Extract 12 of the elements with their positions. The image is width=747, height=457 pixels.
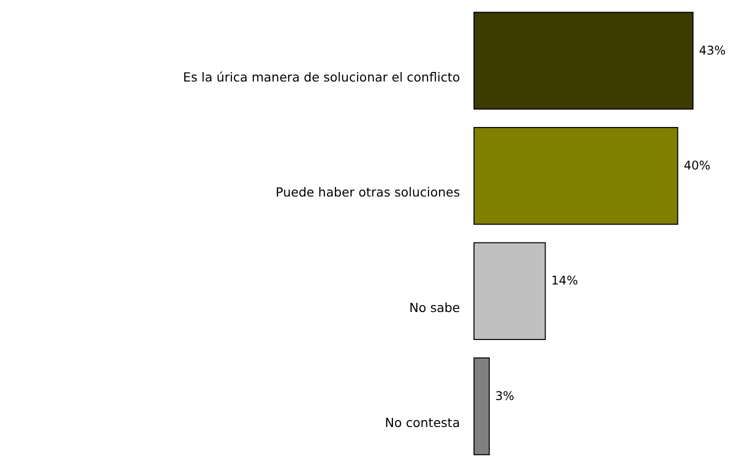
y-tick-label: No sabe [409, 300, 460, 315]
bar [474, 12, 694, 110]
bar [474, 242, 546, 340]
y-tick-label: Es la úrica manera de solucionar el conflicto [183, 70, 460, 85]
data-label: 40% [684, 158, 710, 172]
y-tick-label: Puede haber otras soluciones [276, 184, 460, 200]
data-label: 43% [699, 43, 726, 58]
y-tick-label: No contesta [384, 415, 460, 430]
data-label: 3% [495, 388, 514, 403]
data-label: 14% [551, 274, 578, 288]
bar [474, 357, 490, 456]
bar [474, 127, 678, 225]
